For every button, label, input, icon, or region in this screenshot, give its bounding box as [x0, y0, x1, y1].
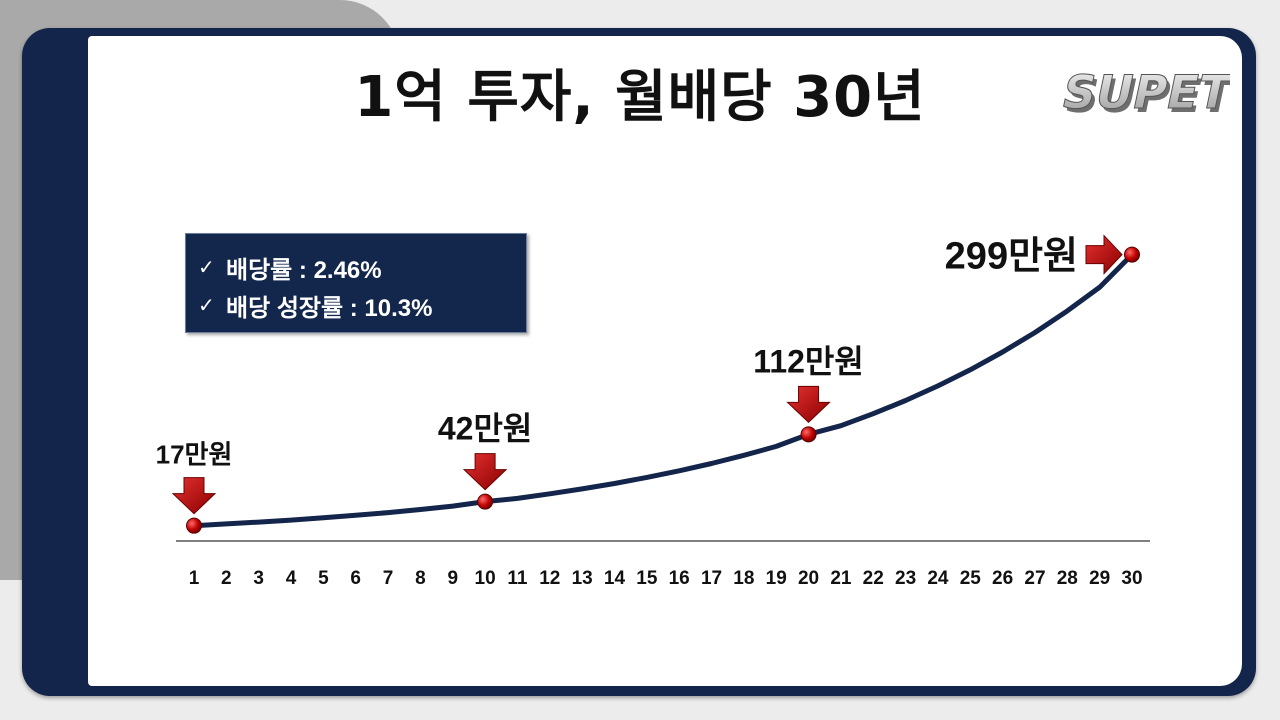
x-tick-label: 27 — [1024, 568, 1045, 589]
logo-shadow-text: SUPETV — [1061, 69, 1230, 122]
x-axis-ticks: 1 2 3 4 5 6 7 8 9 10 11 12 13 14 15 16 17 18 19 20 21 22 23 24 2… — [189, 568, 1143, 589]
info-row-yield: ✓ 배당률 : 2.46% — [198, 248, 526, 286]
data-point — [186, 517, 202, 534]
data-point — [800, 426, 817, 443]
page-title: 1억 투자, 월배당 30년 — [354, 65, 926, 130]
x-tick-label: 12 — [539, 568, 560, 589]
x-tick-label: 26 — [992, 568, 1013, 589]
x-tick-label: 28 — [1057, 568, 1078, 589]
x-tick-label: 25 — [960, 568, 982, 589]
data-label: 299만원 — [945, 236, 1078, 278]
down-arrow-icon — [786, 385, 831, 424]
x-tick-label: 2 — [221, 568, 232, 589]
x-tick-label: 16 — [669, 568, 690, 589]
x-tick-label: 7 — [383, 568, 394, 589]
series-line — [191, 252, 1135, 529]
slide-panel — [88, 36, 1242, 686]
data-label: 17만원 — [156, 440, 233, 470]
x-tick-label: 8 — [415, 568, 426, 589]
data-label: 42만원 — [438, 411, 532, 447]
x-tick-label: 4 — [286, 568, 297, 589]
x-tick-label: 5 — [318, 568, 329, 589]
info-row-growth: ✓ 배당 성장률 : 10.3% — [198, 286, 526, 324]
right-arrow-icon — [1085, 234, 1123, 275]
info-box: ✓ 배당률 : 2.46% ✓ 배당 성장률 : 10.3% — [185, 233, 527, 333]
x-tick-label: 11 — [507, 568, 528, 589]
x-tick-label: 1 — [189, 568, 200, 589]
data-label: 112만원 — [753, 343, 864, 379]
down-arrow-icon — [171, 477, 217, 515]
x-tick-label: 15 — [636, 568, 658, 589]
check-icon: ✓ — [198, 294, 215, 317]
x-tick-label: 24 — [927, 568, 949, 589]
check-icon: ✓ — [198, 256, 215, 279]
x-tick-label: 30 — [1121, 568, 1142, 589]
x-tick-label: 6 — [350, 568, 361, 589]
annotations: 17만원 42만원 112만원 299만원 — [156, 234, 1140, 534]
down-arrow-icon — [462, 453, 508, 491]
x-tick-label: 22 — [863, 568, 884, 589]
x-tick-label: 9 — [447, 568, 458, 589]
supertv-logo: SUPETV SUPETV — [1058, 50, 1230, 134]
x-tick-label: 17 — [701, 568, 722, 589]
x-tick-label: 23 — [895, 568, 916, 589]
x-tick-label: 14 — [604, 568, 626, 589]
x-tick-label: 18 — [733, 568, 754, 589]
data-point — [1124, 246, 1140, 263]
x-tick-label: 21 — [830, 568, 852, 589]
x-tick-label: 29 — [1089, 568, 1110, 589]
data-point — [477, 493, 494, 510]
x-tick-label: 19 — [766, 568, 787, 589]
growth-label: 배당 성장률 : 10.3% — [226, 294, 433, 322]
x-tick-label: 10 — [475, 568, 496, 589]
logo-text: SUPETV — [1058, 65, 1230, 118]
x-tick-label: 3 — [253, 568, 264, 589]
x-tick-label: 13 — [572, 568, 593, 589]
x-tick-label: 20 — [798, 568, 819, 589]
yield-label: 배당률 : 2.46% — [226, 256, 382, 284]
